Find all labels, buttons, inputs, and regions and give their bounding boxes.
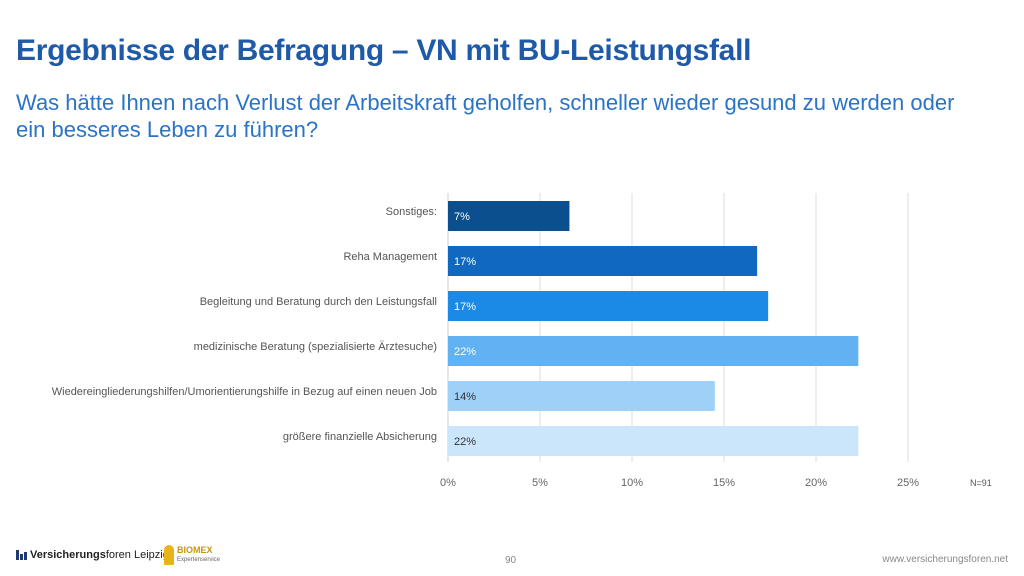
bar: [448, 291, 769, 321]
x-tick-label: 20%: [805, 477, 827, 489]
category-label: medizinische Beratung (spezialisierte Är…: [194, 341, 437, 353]
x-tick-label: 10%: [621, 477, 643, 489]
bar-data-label: 7%: [454, 211, 470, 223]
category-label: Sonstiges:: [386, 206, 437, 218]
category-label: Wiedereingliederungshilfen/Umorientierun…: [52, 386, 437, 398]
biomex-logo: BIOMEX Expertenservice: [164, 545, 220, 565]
bar-data-label: 17%: [454, 256, 476, 268]
x-tick-label: 5%: [532, 477, 548, 489]
logo-bars-icon: [16, 550, 27, 560]
biomex-figure-icon: [164, 545, 174, 565]
bar: [448, 246, 758, 276]
bar: [448, 201, 570, 231]
logo-text-bold: Versicherungs: [30, 549, 106, 561]
bar-data-label: 14%: [454, 391, 476, 403]
bar-data-label: 22%: [454, 436, 476, 448]
category-label: Reha Management: [343, 251, 437, 263]
biomex-name: BIOMEX: [177, 545, 213, 555]
x-tick-label: 25%: [897, 477, 919, 489]
x-tick-label: 0%: [440, 477, 456, 489]
x-tick-label: 15%: [713, 477, 735, 489]
page-number: 90: [505, 555, 517, 566]
page-title: Ergebnisse der Befragung – VN mit BU-Lei…: [16, 34, 752, 67]
bar: [448, 381, 715, 411]
logo-text-rest: foren Leipzig: [105, 549, 169, 561]
bar: [448, 426, 859, 456]
category-label: größere finanzielle Absicherung: [283, 431, 437, 443]
biomex-sub: Expertenservice: [177, 557, 221, 563]
versicherungsforen-logo: Versicherungs foren Leipzig: [16, 549, 169, 561]
bar: [448, 336, 859, 366]
website-link[interactable]: www.versicherungsforen.net: [882, 554, 1008, 565]
bar-data-label: 22%: [454, 346, 476, 358]
category-label: Begleitung und Beratung durch den Leistu…: [200, 296, 437, 308]
page-subtitle: Was hätte Ihnen nach Verlust der Arbeits…: [16, 90, 955, 142]
bar-data-label: 17%: [454, 301, 476, 313]
sample-size-note: N=91: [970, 478, 992, 488]
